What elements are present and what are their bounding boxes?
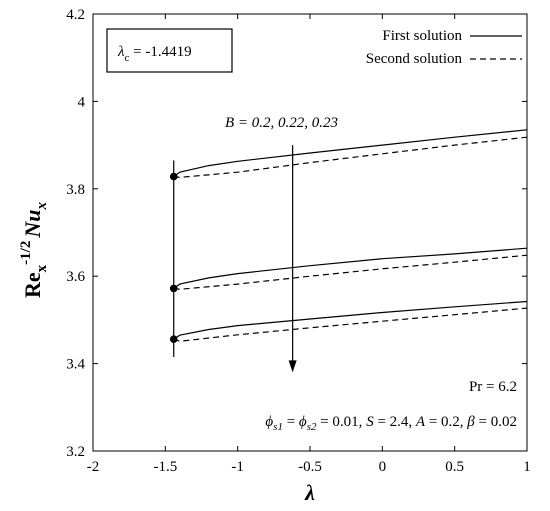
annotation-rest4: = 0.02: [475, 414, 517, 430]
annotation-phi1: ϕ: [265, 414, 273, 430]
critical-value-box: [106, 28, 233, 73]
y-axis-label-rest-sub: x: [34, 202, 50, 211]
y-tick-label: 3.2: [66, 444, 85, 460]
x-axis-label: λ: [304, 480, 315, 505]
y-axis-label-rest: Nu: [20, 210, 45, 239]
turning-point: [169, 172, 178, 181]
x-tick-label: -2: [87, 459, 100, 475]
series-line-first-B-0.22: [173, 247, 528, 289]
x-tick-label: -0.5: [298, 459, 322, 475]
annotation-pr: Pr = 6.2: [469, 379, 517, 395]
series-line-second-B-0.2: [173, 136, 528, 179]
series-line-first-B-0.2: [173, 129, 528, 178]
legend-label-first: First solution: [382, 28, 462, 44]
x-tick-label: 1: [523, 459, 531, 475]
b-direction-arrowhead: [288, 360, 297, 373]
y-tick-label: 4.2: [66, 7, 85, 23]
y-axis-label-base: Re: [20, 272, 45, 298]
legend: First solution Second solution: [366, 28, 522, 67]
x-tick-label: -1.5: [153, 459, 177, 475]
critical-lambda-value: = -1.4419: [129, 44, 191, 60]
annotation-rest3: = 0.2,: [425, 414, 467, 430]
y-tick-label: 3.8: [66, 182, 85, 198]
series-line-first-B-0.23: [173, 300, 528, 340]
annotation-phi1-sub: s1: [273, 421, 283, 433]
y-axis-label: Rex-1/2Nux: [18, 202, 50, 298]
critical-lambda-symbol: λ: [117, 44, 125, 60]
x-tick-label: -1: [231, 459, 244, 475]
x-tick-label: 0.5: [445, 459, 464, 475]
annotation-phi2-sub: s2: [307, 421, 317, 433]
series-line-second-B-0.23: [173, 307, 528, 342]
y-tick-label: 3.6: [66, 269, 85, 285]
annotation-S: S: [366, 414, 374, 430]
y-axis-ticks: 3.2 3.4 3.6 3.8 4 4.2: [66, 7, 527, 460]
series-layer: [173, 129, 528, 342]
y-axis-label-sup: -1/2: [18, 241, 34, 265]
y-tick-label: 3.4: [66, 357, 85, 373]
legend-label-second: Second solution: [366, 51, 463, 67]
x-axis-ticks: -2 -1.5 -1 -0.5 0 0.5 1: [87, 14, 531, 475]
annotation-rest1: = 0.01,: [316, 414, 366, 430]
annotation-rest2: = 2.4,: [374, 414, 416, 430]
series-line-second-B-0.22: [173, 254, 528, 290]
arrow-label: B = 0.2, 0.22, 0.23: [225, 115, 338, 131]
critical-value-label: λc = -1.4419: [117, 44, 192, 64]
y-axis-label-sub: x: [34, 264, 50, 272]
annotation-phi2: ϕ: [299, 414, 307, 430]
turning-point: [169, 284, 178, 293]
annotation-eq1: =: [283, 414, 299, 430]
marks-layer: [169, 160, 178, 358]
annotation-beta: β: [466, 414, 475, 430]
plot-area-frame: [92, 13, 528, 452]
critical-lambda-sub: c: [125, 52, 130, 64]
annotation-params: ϕs1 = ϕs2 = 0.01, S = 2.4, A = 0.2, β = …: [265, 414, 517, 433]
y-tick-label: 4: [78, 94, 86, 110]
x-tick-label: 0: [379, 459, 387, 475]
turning-point: [169, 335, 178, 343]
annotation-A: A: [415, 414, 426, 430]
